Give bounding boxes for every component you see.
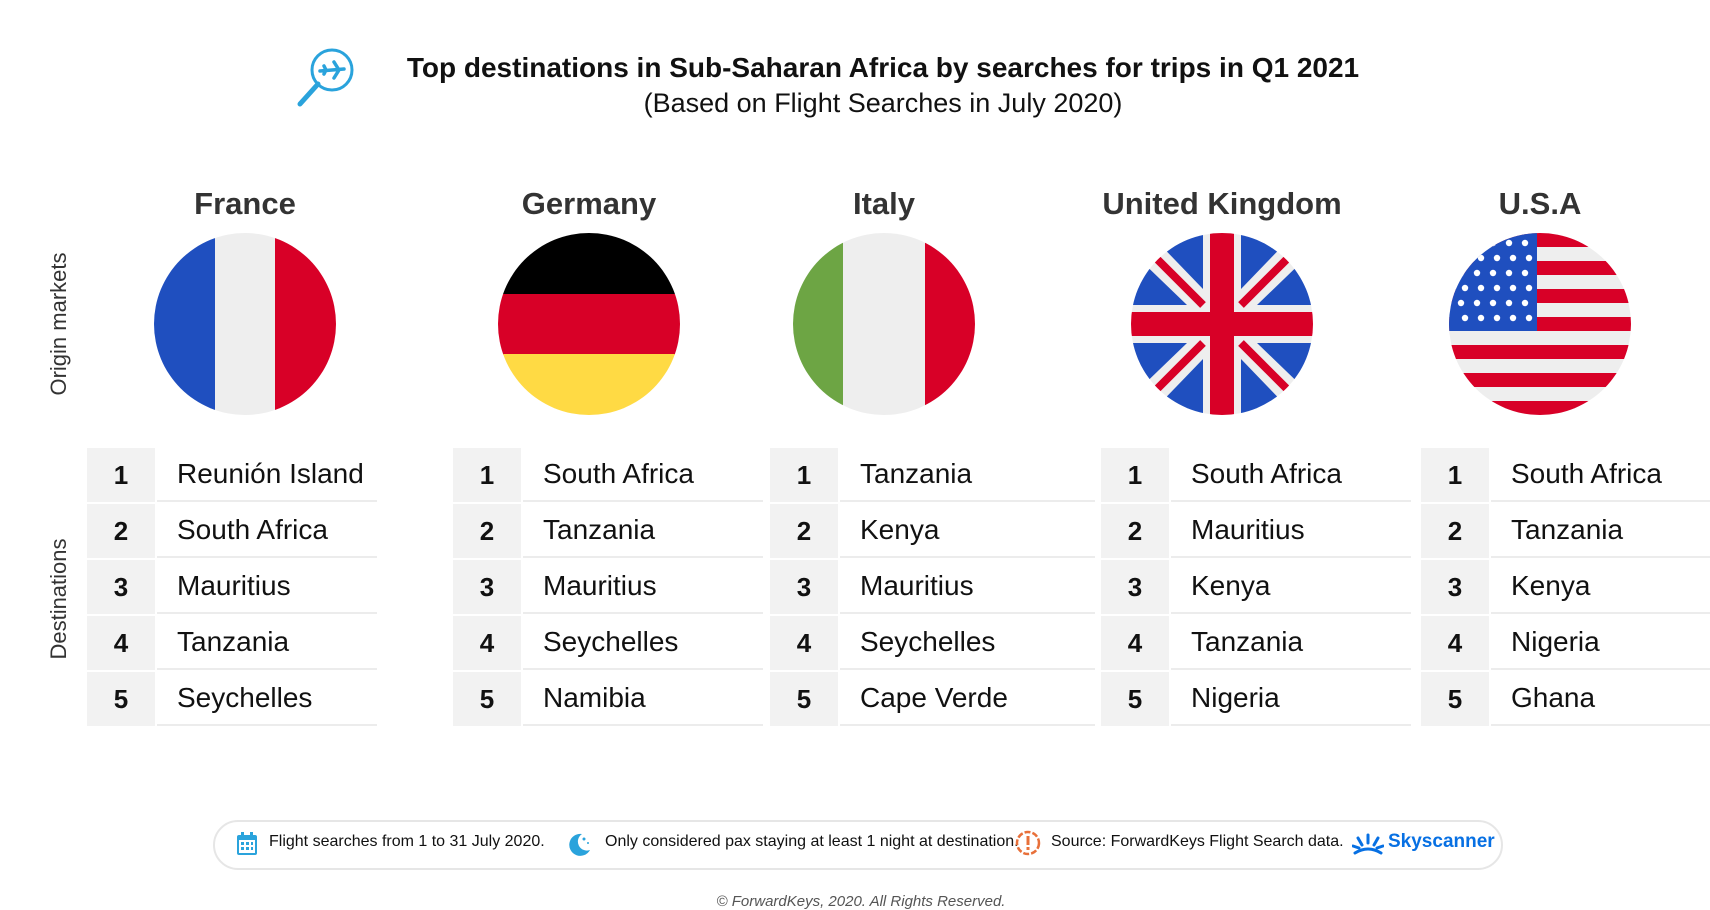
rank-number: 1 <box>87 448 155 502</box>
destination-name: Reunión Island <box>157 448 377 502</box>
rank-number: 1 <box>1421 448 1489 502</box>
rank-number: 5 <box>1101 672 1169 726</box>
market-name: Germany <box>521 186 657 221</box>
chart-title: Top destinations in Sub-Saharan Africa b… <box>406 52 1360 83</box>
market-name: U.S.A <box>1498 186 1582 221</box>
rank-number: 3 <box>1421 560 1489 614</box>
destination-name: Tanzania <box>157 616 377 670</box>
destination-name: Ghana <box>1491 672 1710 726</box>
rank-number: 4 <box>1421 616 1489 670</box>
destination-name: Tanzania <box>1491 504 1710 558</box>
market-name: United Kingdom <box>1102 186 1342 221</box>
moon-icon <box>566 831 592 862</box>
market-name: Italy <box>852 186 916 221</box>
destination-name: Nigeria <box>1491 616 1710 670</box>
rank-number: 1 <box>453 448 521 502</box>
rank-number: 5 <box>87 672 155 726</box>
destination-name: Mauritius <box>523 560 763 614</box>
rank-number: 5 <box>770 672 838 726</box>
france-flag-icon <box>154 233 336 415</box>
destination-name: South Africa <box>1491 448 1710 502</box>
origin-markets-label: Origin markets <box>46 252 71 396</box>
rank-number: 1 <box>770 448 838 502</box>
destination-name: Seychelles <box>157 672 377 726</box>
skyscanner-sun-icon <box>1351 832 1385 861</box>
rank-number: 2 <box>770 504 838 558</box>
uk-flag-icon <box>1131 233 1313 415</box>
rank-number: 3 <box>1101 560 1169 614</box>
destination-name: South Africa <box>157 504 377 558</box>
destination-name: Namibia <box>523 672 763 726</box>
destination-name: Cape Verde <box>840 672 1095 726</box>
footer-info-bar <box>213 820 1503 870</box>
destination-name: South Africa <box>523 448 763 502</box>
calendar-icon <box>236 832 258 861</box>
rank-number: 5 <box>453 672 521 726</box>
copyright-text: © ForwardKeys, 2020. All Rights Reserved… <box>716 893 1006 910</box>
destination-name: Kenya <box>1171 560 1411 614</box>
rank-number: 2 <box>1421 504 1489 558</box>
destination-name: South Africa <box>1171 448 1411 502</box>
footer-stay-text: Only considered pax staying at least 1 n… <box>605 833 1019 850</box>
rank-number: 5 <box>1421 672 1489 726</box>
destination-name: Kenya <box>1491 560 1710 614</box>
destinations-label: Destinations <box>46 538 71 660</box>
destination-name: Nigeria <box>1171 672 1411 726</box>
rank-number: 3 <box>453 560 521 614</box>
rank-number: 4 <box>87 616 155 670</box>
market-name: France <box>194 186 296 221</box>
destination-name: Seychelles <box>840 616 1095 670</box>
rank-number: 4 <box>453 616 521 670</box>
italy-flag-icon <box>793 233 975 415</box>
footer-dates-text: Flight searches from 1 to 31 July 2020. <box>269 833 545 850</box>
footer-source-text: Source: ForwardKeys Flight Search data. <box>1051 833 1344 850</box>
rank-number: 4 <box>1101 616 1169 670</box>
destination-name: Tanzania <box>1171 616 1411 670</box>
destination-name: Mauritius <box>157 560 377 614</box>
usa-flag-icon <box>1449 233 1631 415</box>
destination-name: Tanzania <box>523 504 763 558</box>
chart-subtitle: (Based on Flight Searches in July 2020) <box>643 88 1123 118</box>
skyscanner-logo-text: Skyscanner <box>1388 831 1495 852</box>
rank-number: 1 <box>1101 448 1169 502</box>
destination-name: Mauritius <box>1171 504 1411 558</box>
search-plane-icon <box>296 44 362 110</box>
destination-name: Tanzania <box>840 448 1095 502</box>
destination-name: Seychelles <box>523 616 763 670</box>
rank-number: 2 <box>87 504 155 558</box>
rank-number: 2 <box>453 504 521 558</box>
rank-number: 3 <box>770 560 838 614</box>
rank-number: 4 <box>770 616 838 670</box>
destination-name: Mauritius <box>840 560 1095 614</box>
germany-flag-icon <box>498 233 680 415</box>
rank-number: 3 <box>87 560 155 614</box>
rank-number: 2 <box>1101 504 1169 558</box>
destination-name: Kenya <box>840 504 1095 558</box>
alert-icon <box>1015 830 1041 861</box>
